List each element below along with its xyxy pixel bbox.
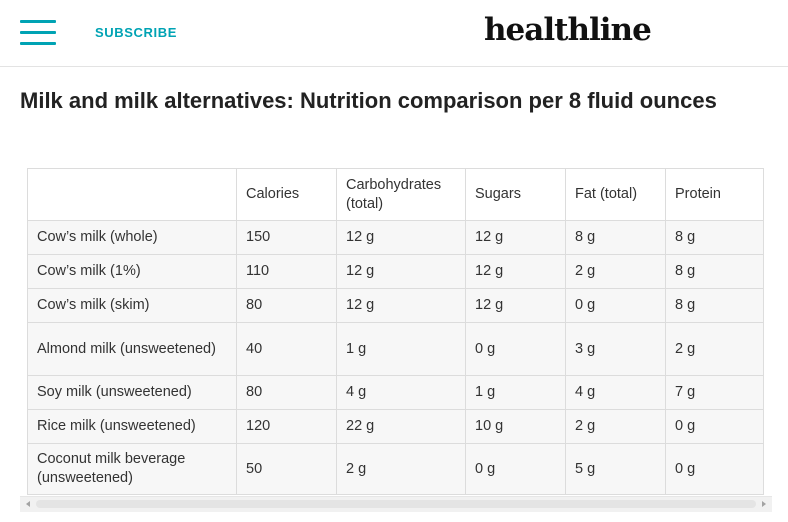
table-cell: 2 g [565, 254, 666, 289]
table-cell: 2 g [336, 443, 466, 495]
table-row: Cow’s milk (skim) 80 12 g 12 g 0 g 8 g [27, 288, 763, 323]
table-cell: 80 [236, 288, 337, 323]
healthline-logo[interactable]: healthline [484, 12, 652, 48]
table-cell: 50 [236, 443, 337, 495]
column-header-fat: Fat (total) [565, 168, 666, 221]
hamburger-menu-icon[interactable] [20, 20, 56, 46]
table-cell: 40 [236, 322, 337, 376]
table-cell: Cow’s milk (whole) [27, 220, 237, 255]
table-cell: 12 g [336, 254, 466, 289]
table-cell: 5 g [565, 443, 666, 495]
table-cell: 3 g [565, 322, 666, 376]
table-cell: 8 g [665, 220, 763, 255]
table-cell: 22 g [336, 409, 466, 444]
table-cell: 12 g [336, 220, 466, 255]
horizontal-scrollbar[interactable] [20, 496, 772, 512]
table-cell: Cow’s milk (1%) [27, 254, 237, 289]
table-cell: 110 [236, 254, 337, 289]
table-cell: 4 g [336, 375, 466, 410]
column-header-calories: Calories [236, 168, 337, 221]
table-cell: 4 g [565, 375, 666, 410]
table-cell: 80 [236, 375, 337, 410]
table-cell: 120 [236, 409, 337, 444]
table-row: Almond milk (unsweetened) 40 1 g 0 g 3 g… [27, 322, 763, 376]
table-cell: 7 g [665, 375, 763, 410]
table-row: Cow’s milk (1%) 110 12 g 12 g 2 g 8 g [27, 254, 763, 289]
column-header-carbohydrates: Carbohydrates (total) [336, 168, 466, 221]
table-cell: Cow’s milk (skim) [27, 288, 237, 323]
table-cell: 8 g [665, 254, 763, 289]
table-cell: 8 g [565, 220, 666, 255]
nutrition-table-container: Calories Carbohydrates (total) Sugars Fa… [27, 168, 764, 495]
table-cell: Rice milk (unsweetened) [27, 409, 237, 444]
column-header-item [27, 168, 237, 221]
table-cell: 0 g [665, 443, 763, 495]
table-cell: Soy milk (unsweetened) [27, 375, 237, 410]
table-cell: 12 g [465, 220, 566, 255]
table-cell: 10 g [465, 409, 566, 444]
column-header-sugars: Sugars [465, 168, 566, 221]
table-cell: 0 g [565, 288, 666, 323]
page-title: Milk and milk alternatives: Nutrition co… [20, 88, 717, 113]
table-cell: 0 g [665, 409, 763, 444]
subscribe-link[interactable]: SUBSCRIBE [95, 25, 177, 40]
table-cell: 2 g [565, 409, 666, 444]
table-cell: 12 g [465, 288, 566, 323]
scroll-left-arrow-icon[interactable] [26, 501, 30, 507]
table-row: Soy milk (unsweetened) 80 4 g 1 g 4 g 7 … [27, 375, 763, 410]
table-cell: 150 [236, 220, 337, 255]
table-row: Cow’s milk (whole) 150 12 g 12 g 8 g 8 g [27, 220, 763, 255]
table-header-row: Calories Carbohydrates (total) Sugars Fa… [27, 168, 763, 221]
scroll-right-arrow-icon[interactable] [762, 501, 766, 507]
table-cell: 12 g [336, 288, 466, 323]
table-row: Coconut milk beverage (unsweetened) 50 2… [27, 443, 763, 495]
table-cell: Almond milk (unsweetened) [27, 322, 237, 376]
table-cell: 1 g [465, 375, 566, 410]
table-cell: 0 g [465, 443, 566, 495]
table-cell: 1 g [336, 322, 466, 376]
nutrition-comparison-table: Calories Carbohydrates (total) Sugars Fa… [27, 168, 763, 495]
table-cell: 12 g [465, 254, 566, 289]
table-row: Rice milk (unsweetened) 120 22 g 10 g 2 … [27, 409, 763, 444]
table-cell: Coconut milk beverage (unsweetened) [27, 443, 237, 495]
column-header-protein: Protein [665, 168, 763, 221]
table-cell: 2 g [665, 322, 763, 376]
table-cell: 0 g [465, 322, 566, 376]
scrollbar-thumb[interactable] [36, 500, 756, 508]
top-navigation-bar: SUBSCRIBE healthline [0, 0, 788, 67]
table-cell: 8 g [665, 288, 763, 323]
